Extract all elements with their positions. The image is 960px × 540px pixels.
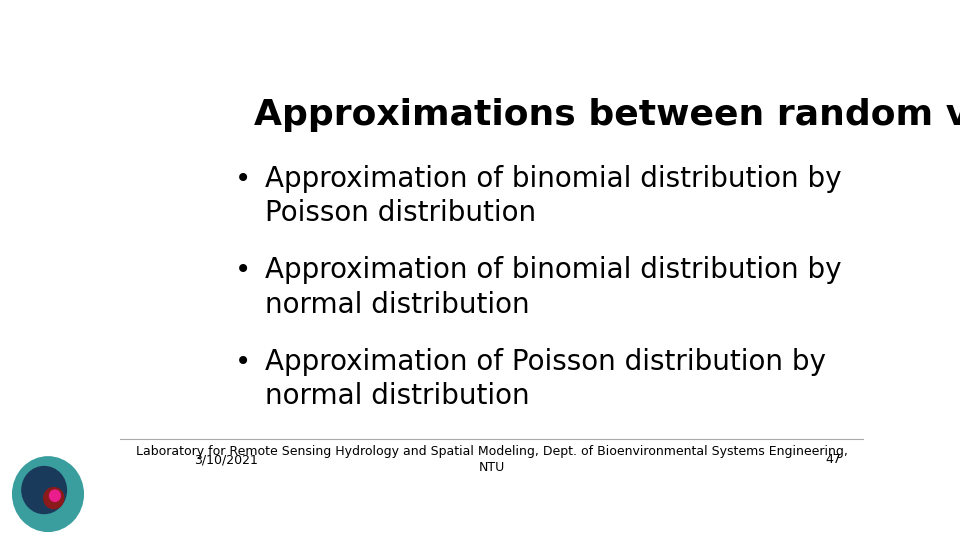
Circle shape (44, 488, 63, 509)
Text: Approximation of binomial distribution by
normal distribution: Approximation of binomial distribution b… (265, 256, 842, 319)
Text: Approximations between random variables: Approximations between random variables (253, 98, 960, 132)
Text: Approximation of binomial distribution by
Poisson distribution: Approximation of binomial distribution b… (265, 165, 842, 227)
Text: 3/10/2021: 3/10/2021 (194, 453, 258, 467)
Text: Laboratory for Remote Sensing Hydrology and Spatial Modeling, Dept. of Bioenviro: Laboratory for Remote Sensing Hydrology … (136, 446, 848, 474)
Circle shape (50, 490, 60, 501)
Circle shape (12, 457, 84, 531)
Text: •: • (235, 348, 252, 375)
Text: Approximation of Poisson distribution by
normal distribution: Approximation of Poisson distribution by… (265, 348, 826, 410)
Text: 47: 47 (826, 453, 842, 467)
Text: •: • (235, 165, 252, 193)
Circle shape (22, 467, 66, 514)
Text: •: • (235, 256, 252, 284)
